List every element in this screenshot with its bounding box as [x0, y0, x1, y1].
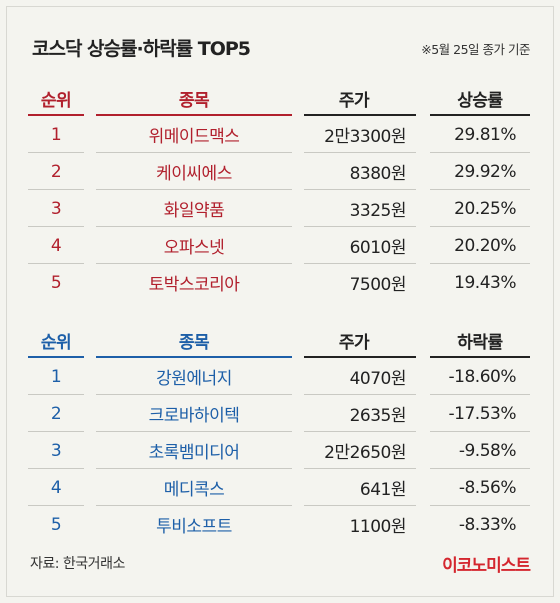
stock-name-cell: 토박스코리아 [148, 275, 240, 295]
table-row: 4 메디콕스 641원 -8.56% [28, 469, 530, 506]
table-row: 3 화일약품 3325원 20.25% [28, 190, 530, 227]
stock-name-cell: 초록뱀미디어 [148, 443, 240, 463]
rank-cell: 2 [50, 403, 62, 424]
price-cell: 2635원 [349, 406, 407, 426]
rate-cell: -17.53% [448, 403, 517, 424]
page-title: 코스닥 상승률·하락률 TOP5 [32, 38, 251, 60]
rate-cell: 20.20% [454, 235, 516, 256]
rate-cell: 29.81% [454, 124, 516, 145]
stock-name-cell: 메디콕스 [163, 480, 225, 500]
price-cell: 2만2650원 [324, 443, 406, 463]
rate-cell: 19.43% [454, 272, 516, 293]
header-rate: 하락률 [457, 332, 503, 353]
header-name: 종목 [178, 90, 210, 111]
header-price: 주가 [338, 332, 370, 353]
rank-cell: 5 [50, 272, 62, 293]
price-cell: 1100원 [349, 517, 407, 537]
rank-cell: 3 [50, 198, 62, 219]
header-price: 주가 [338, 90, 370, 111]
rate-cell: 20.25% [454, 198, 516, 219]
gainers-header-row: 순위 종목 주가 상승률 [28, 80, 530, 116]
rank-cell: 1 [50, 366, 62, 387]
table-row: 1 강원에너지 4070원 -18.60% [28, 358, 530, 395]
stock-name-cell: 오파스넷 [163, 238, 225, 258]
price-cell: 3325원 [349, 201, 407, 221]
header-rank: 순위 [40, 90, 72, 111]
rank-cell: 4 [50, 235, 62, 256]
table-row: 2 케이씨에스 8380원 29.92% [28, 153, 530, 190]
source-note: 자료: 한국거래소 [30, 556, 125, 572]
price-cell: 4070원 [349, 369, 407, 389]
stock-name-cell: 투비소프트 [156, 517, 232, 537]
table-row: 3 초록뱀미디어 2만2650원 -9.58% [28, 432, 530, 469]
basis-note: ※5월 25일 종가 기준 [421, 42, 530, 57]
price-cell: 2만3300원 [324, 127, 406, 147]
rate-cell: -8.56% [458, 477, 517, 498]
rate-cell: -9.58% [458, 440, 517, 461]
infographic-frame [6, 6, 554, 597]
table-row: 4 오파스넷 6010원 20.20% [28, 227, 530, 264]
price-cell: 641원 [359, 480, 407, 500]
stock-name-cell: 크로바하이텍 [148, 406, 240, 426]
losers-header-row: 순위 종목 주가 하락률 [28, 322, 530, 358]
stock-name-cell: 강원에너지 [156, 369, 232, 389]
rank-cell: 4 [50, 477, 62, 498]
losers-table: 순위 종목 주가 하락률 1 강원에너지 4070원 -18.60% 2 크로바… [28, 322, 530, 543]
price-cell: 6010원 [349, 238, 407, 258]
table-row: 5 토박스코리아 7500원 19.43% [28, 264, 530, 301]
price-cell: 7500원 [349, 275, 407, 295]
rate-cell: -18.60% [448, 366, 517, 387]
rate-cell: 29.92% [454, 161, 516, 182]
stock-name-cell: 케이씨에스 [156, 164, 232, 184]
table-row: 1 위메이드맥스 2만3300원 29.81% [28, 116, 530, 153]
rank-cell: 1 [50, 124, 62, 145]
header-rate: 상승률 [457, 90, 503, 111]
rate-cell: -8.33% [458, 514, 517, 535]
rank-cell: 2 [50, 161, 62, 182]
price-cell: 8380원 [349, 164, 407, 184]
publisher-logo: 이코노미스트 [442, 556, 531, 576]
table-row: 2 크로바하이텍 2635원 -17.53% [28, 395, 530, 432]
table-row: 5 투비소프트 1100원 -8.33% [28, 506, 530, 543]
rank-cell: 5 [50, 514, 62, 535]
rank-cell: 3 [50, 440, 62, 461]
stock-name-cell: 화일약품 [163, 201, 225, 221]
stock-name-cell: 위메이드맥스 [148, 127, 240, 147]
header-name: 종목 [178, 332, 210, 353]
gainers-table: 순위 종목 주가 상승률 1 위메이드맥스 2만3300원 29.81% 2 케… [28, 80, 530, 301]
header-rank: 순위 [40, 332, 72, 353]
